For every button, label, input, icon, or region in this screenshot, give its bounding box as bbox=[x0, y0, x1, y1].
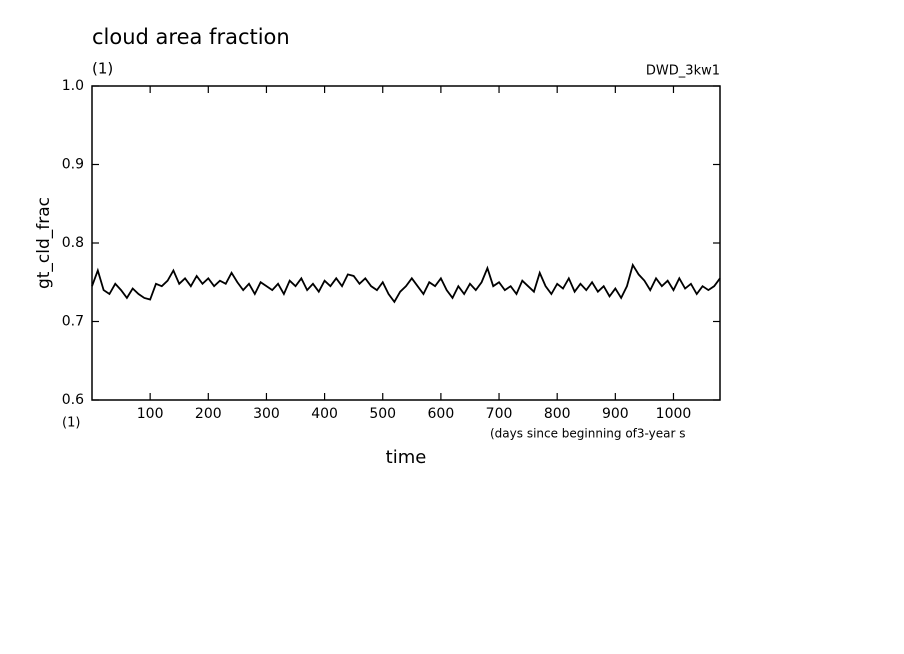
chart-subtitle: (1) bbox=[92, 60, 113, 78]
data-line bbox=[91, 262, 721, 304]
y-tick-label: 0.7 bbox=[62, 314, 84, 330]
chart-title: cloud area fraction bbox=[92, 25, 290, 49]
x-tick-label: 200 bbox=[195, 406, 222, 422]
plot-frame bbox=[91, 85, 721, 401]
x-tick-label: 900 bbox=[602, 406, 629, 422]
x-tick-label: 700 bbox=[486, 406, 513, 422]
y-unit: (1) bbox=[62, 416, 80, 431]
y-axis-label: gt_cld_frac bbox=[34, 197, 54, 289]
y-tick-label: 0.9 bbox=[62, 157, 84, 173]
x-note: (days since beginning of3-year s bbox=[490, 427, 686, 441]
x-tick-label: 1000 bbox=[656, 406, 692, 422]
x-tick-label: 400 bbox=[311, 406, 338, 422]
y-tick-label: 0.8 bbox=[62, 235, 84, 251]
x-tick-label: 100 bbox=[137, 406, 164, 422]
y-tick-label: 0.6 bbox=[62, 392, 84, 408]
run-label: DWD_3kw1 bbox=[646, 64, 720, 79]
x-axis-label: time bbox=[386, 447, 427, 468]
x-tick-label: 500 bbox=[369, 406, 396, 422]
y-tick-label: 1.0 bbox=[62, 78, 84, 94]
x-tick-label: 800 bbox=[544, 406, 571, 422]
x-tick-label: 300 bbox=[253, 406, 280, 422]
x-tick-label: 600 bbox=[428, 406, 455, 422]
